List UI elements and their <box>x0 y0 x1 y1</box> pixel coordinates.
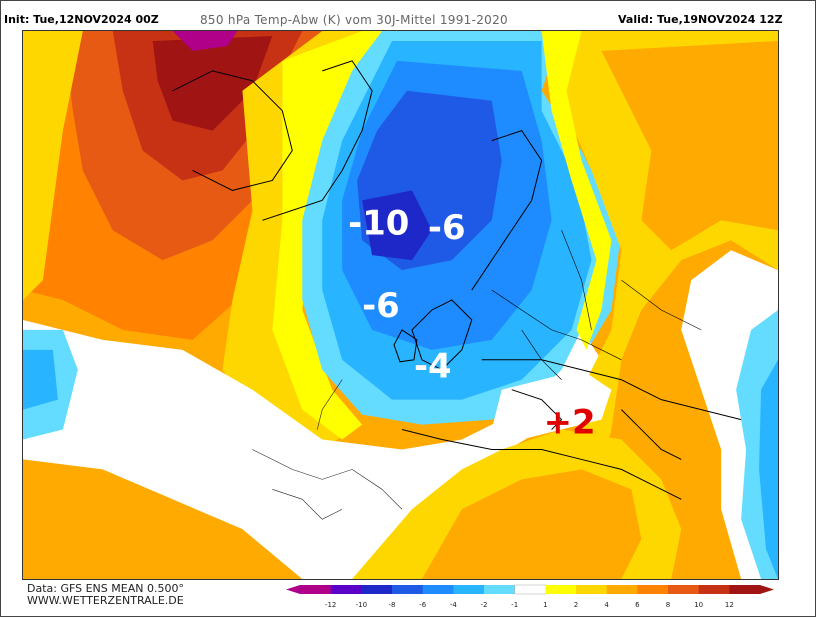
magenta-core <box>172 31 238 51</box>
legend-swatch <box>392 585 424 594</box>
orange-region-russia <box>601 40 778 251</box>
yellow-band-atlantic <box>272 31 383 440</box>
legend-level-label: 4 <box>604 601 609 609</box>
borders <box>491 230 702 380</box>
legend-swatch <box>606 585 638 594</box>
legend-level-label: 2 <box>574 601 578 609</box>
legend-level-label: -6 <box>419 601 427 609</box>
legend-arrow-left <box>286 585 300 594</box>
map-area[interactable]: -10 -6 -6 -4 +2 <box>22 30 779 580</box>
gold-strip-west <box>23 31 83 301</box>
legend-level-label: 12 <box>725 601 734 609</box>
valid-time: Valid: Tue,19NOV2024 12Z <box>618 13 783 26</box>
white-patch-mediterranean <box>491 369 612 440</box>
legend-swatch <box>668 585 700 594</box>
map-title: 850 hPa Temp-Abw (K) vom 30J-Mittel 1991… <box>200 13 508 27</box>
data-source: Data: GFS ENS MEAN 0.500° <box>27 582 184 595</box>
anomaly-map: -10 -6 -6 -4 +2 <box>23 31 778 579</box>
legend-swatch <box>637 585 669 594</box>
anomaly-label-plus2: +2 <box>544 403 596 442</box>
legend-level-label: -10 <box>356 601 367 609</box>
contour-lines <box>252 379 403 520</box>
legend-level-label: 6 <box>635 601 640 609</box>
sky-blue-east <box>759 359 778 579</box>
header: Init: Tue,12NOV2024 00Z 850 hPa Temp-Abw… <box>0 0 818 30</box>
anomaly-label-minus6-west: -6 <box>362 286 400 325</box>
footer-credits: Data: GFS ENS MEAN 0.500° WWW.WETTERZENT… <box>27 583 184 607</box>
legend-level-label: -1 <box>511 601 518 609</box>
legend-swatch <box>514 584 547 595</box>
orange-region-sahara <box>421 469 642 579</box>
legend-level-label: -4 <box>450 601 458 609</box>
anomaly-label-minus10: -10 <box>348 203 409 242</box>
legend-arrow-right <box>760 585 774 594</box>
legend-level-label: 10 <box>694 601 703 609</box>
legend-level-label: -12 <box>325 601 336 609</box>
legend-labels: -12 -10 -8 -6 -4 -2 -1 1 2 4 6 8 10 12 <box>325 601 734 609</box>
anomaly-label-minus6-north: -6 <box>428 208 466 247</box>
legend-swatch <box>729 585 761 594</box>
legend-level-label: 1 <box>543 601 547 609</box>
legend-swatch <box>576 585 608 594</box>
white-near-zero-band <box>23 319 602 579</box>
init-time: Init: Tue,12NOV2024 00Z <box>4 13 159 26</box>
legend-level-label: 8 <box>666 601 670 609</box>
coastlines <box>172 60 742 500</box>
legend-swatch <box>484 585 516 594</box>
deep-red-core <box>152 35 273 131</box>
legend-swatch <box>698 585 730 594</box>
legend-swatch <box>330 585 362 594</box>
dark-blue-core <box>362 190 432 261</box>
legend-level-label: -8 <box>389 601 396 609</box>
color-legend: -12 -10 -8 -6 -4 -2 -1 1 2 4 6 8 10 12 <box>286 584 774 609</box>
legend-swatch <box>361 585 393 594</box>
legend-swatch <box>422 585 454 594</box>
gold-band-atlantic <box>222 31 363 450</box>
legend-level-label: -2 <box>481 601 488 609</box>
sky-blue-patch-west <box>23 349 58 410</box>
legend-swatches <box>286 584 774 595</box>
legend-swatch <box>545 585 577 594</box>
anomaly-label-minus4: -4 <box>414 347 452 386</box>
site-url: WWW.WETTERZENTRALE.DE <box>27 594 184 607</box>
yellow-strip-east <box>541 31 612 350</box>
legend-swatch <box>300 585 332 594</box>
legend-swatch <box>453 585 485 594</box>
